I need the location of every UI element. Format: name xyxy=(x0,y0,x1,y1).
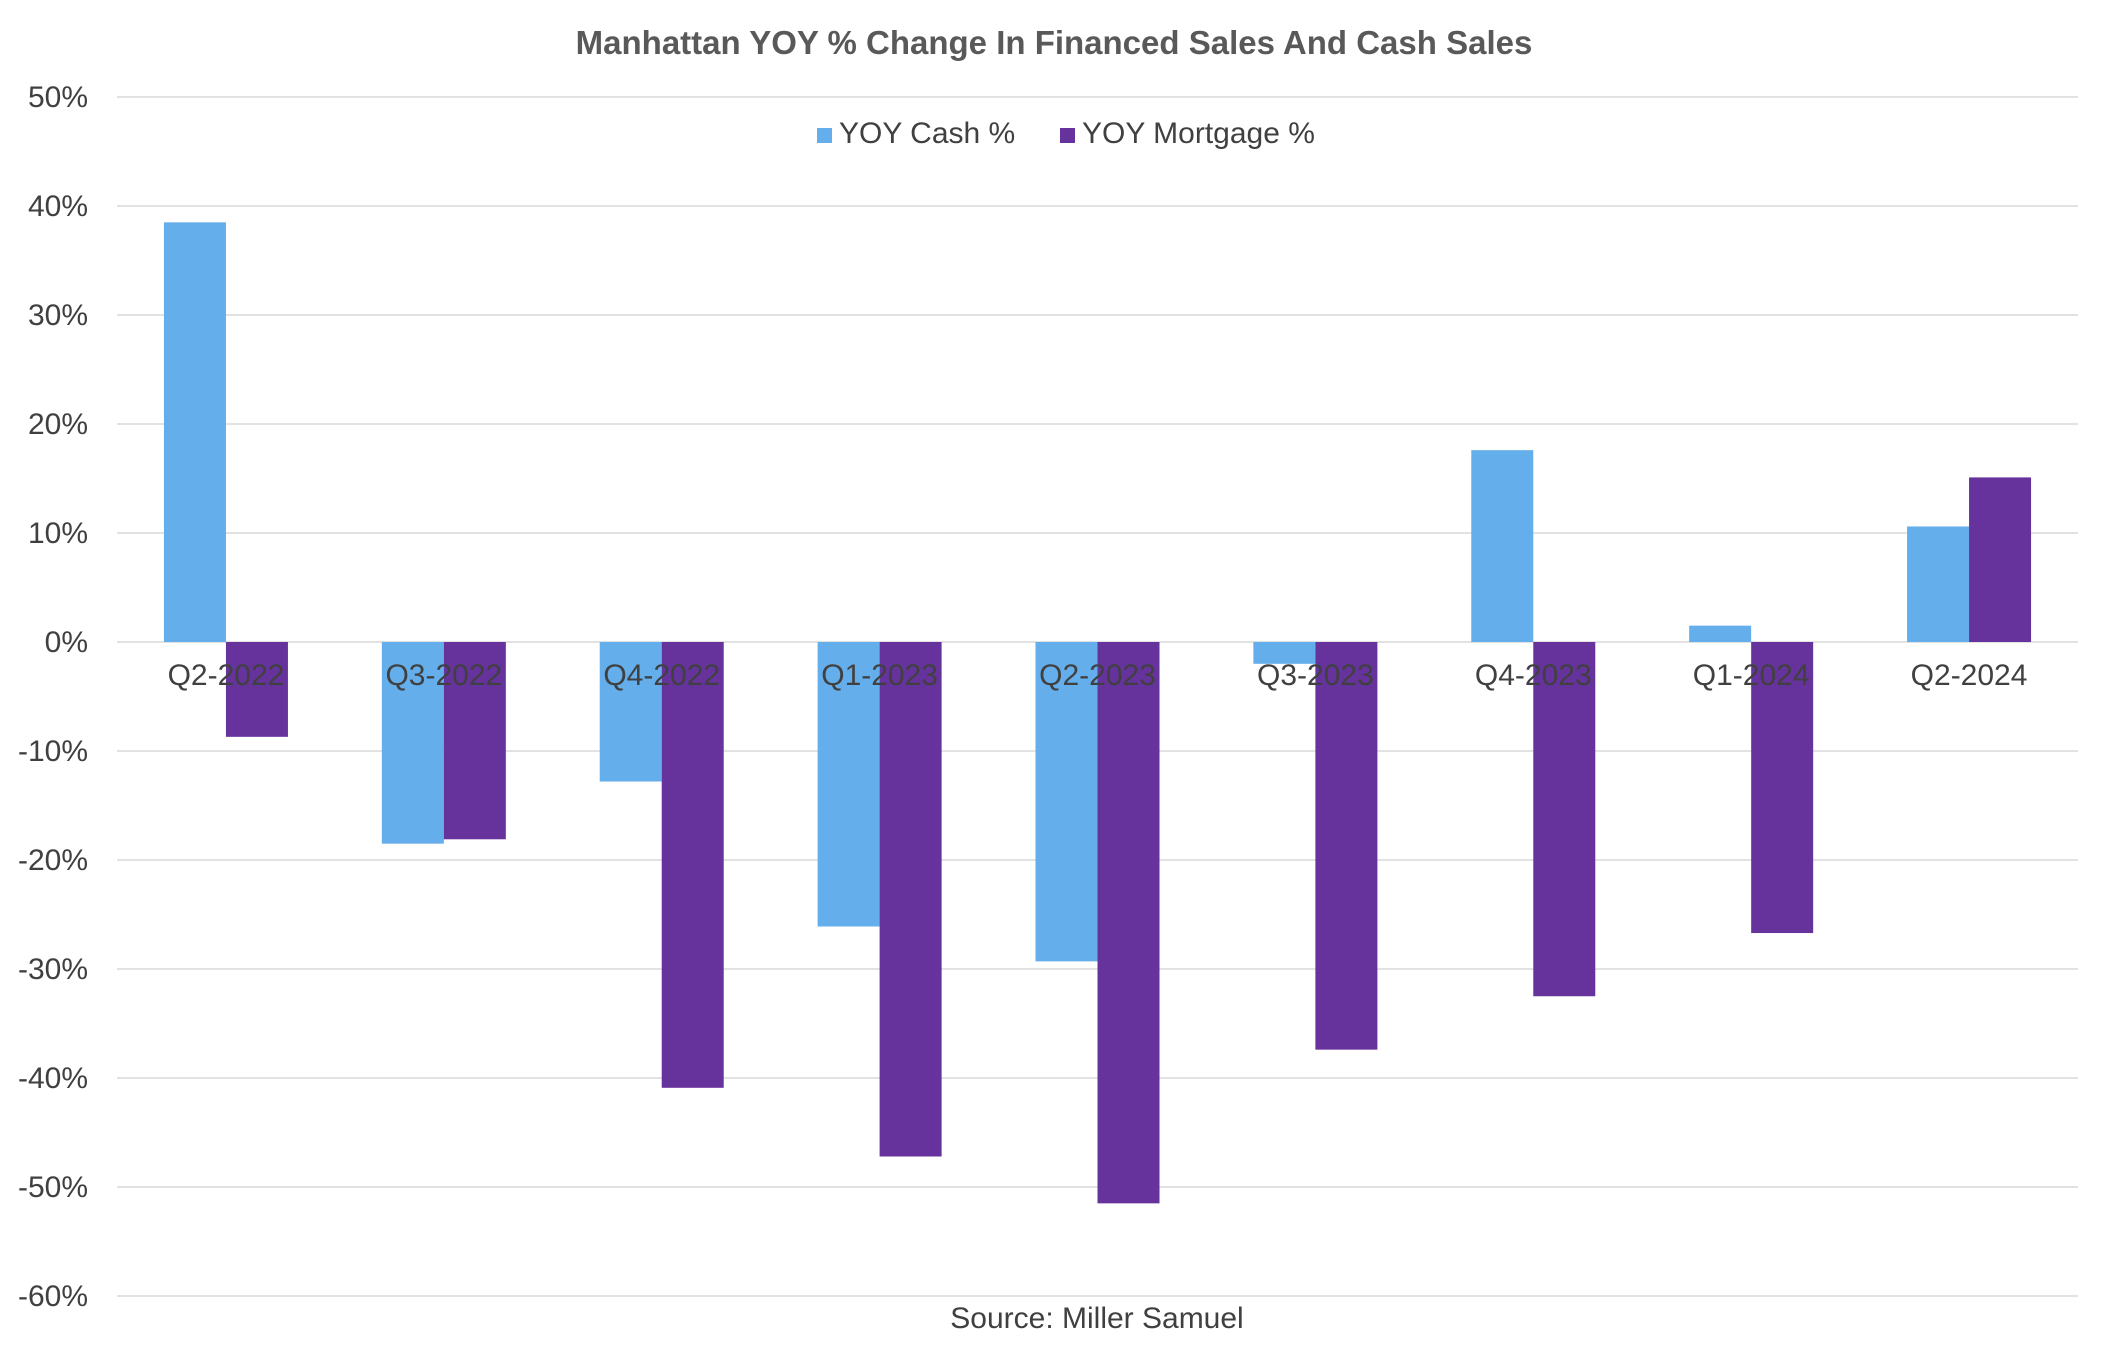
bar-mortgage-q2-2023 xyxy=(1097,642,1160,1204)
bar-mortgage-q2-2022 xyxy=(225,642,288,737)
x-tick-label: Q4-2022 xyxy=(603,659,720,692)
bar-cash-q2-2022 xyxy=(163,222,226,642)
bar-mortgage-q2-2024 xyxy=(1969,477,2032,642)
legend-label: YOY Mortgage % xyxy=(1082,117,1315,150)
legend: YOY Cash % YOY Mortgage % xyxy=(817,117,1315,150)
bar-mortgage-q4-2023 xyxy=(1533,642,1596,997)
bar-mortgage-q3-2022 xyxy=(443,642,506,840)
bar-mortgage-q3-2023 xyxy=(1315,642,1378,1050)
y-tick-label: 20% xyxy=(28,408,88,441)
x-tick-label: Q3-2023 xyxy=(1257,659,1374,692)
legend-swatch xyxy=(817,128,832,143)
y-tick-label: 10% xyxy=(28,517,88,550)
x-tick-label: Q1-2024 xyxy=(1693,659,1810,692)
bar-cash-q2-2024 xyxy=(1907,526,1970,642)
bar-cash-q2-2023 xyxy=(1035,642,1098,962)
bar-cash-q1-2024 xyxy=(1689,625,1752,642)
y-tick-label: -60% xyxy=(18,1280,88,1313)
y-tick-label: 0% xyxy=(45,626,88,659)
legend-swatch xyxy=(1060,128,1075,143)
y-tick-label: -10% xyxy=(18,735,88,768)
legend-label: YOY Cash % xyxy=(839,117,1015,150)
x-tick-label: Q4-2023 xyxy=(1475,659,1592,692)
y-tick-label: 50% xyxy=(28,81,88,114)
chart-title: Manhattan YOY % Change In Financed Sales… xyxy=(576,24,1533,61)
x-axis-tick-labels: Q2-2022 Q3-2022 Q4-2022 Q1-2023 Q2-2023 Q3-20… xyxy=(168,659,2028,692)
bar-cash-q4-2023 xyxy=(1471,450,1534,642)
x-tick-label: Q3-2022 xyxy=(385,659,502,692)
source-note: Source: Miller Samuel xyxy=(950,1302,1243,1335)
y-tick-label: -40% xyxy=(18,1062,88,1095)
y-tick-label: -20% xyxy=(18,844,88,877)
bar-cash-q3-2022 xyxy=(381,642,444,844)
y-tick-label: 30% xyxy=(28,299,88,332)
bar-cash-q3-2023 xyxy=(1253,642,1316,664)
bar-mortgage-q1-2023 xyxy=(879,642,942,1157)
x-tick-label: Q2-2022 xyxy=(168,659,285,692)
bars xyxy=(163,222,2032,1204)
bar-mortgage-q4-2022 xyxy=(661,642,724,1088)
y-tick-label: -50% xyxy=(18,1171,88,1204)
x-tick-label: Q2-2024 xyxy=(1911,659,2028,692)
x-tick-label: Q2-2023 xyxy=(1039,659,1156,692)
bar-mortgage-q1-2024 xyxy=(1751,642,1814,934)
y-axis-tick-labels: 50% 40% 30% 20% 10% 0% -10% -20% -30% -40% -50% -60… xyxy=(18,81,88,1313)
bar-cash-q1-2023 xyxy=(817,642,880,927)
x-tick-label: Q1-2023 xyxy=(821,659,938,692)
y-tick-label: -30% xyxy=(18,953,88,986)
bar-cash-q4-2022 xyxy=(599,642,662,782)
y-tick-label: 40% xyxy=(28,190,88,223)
